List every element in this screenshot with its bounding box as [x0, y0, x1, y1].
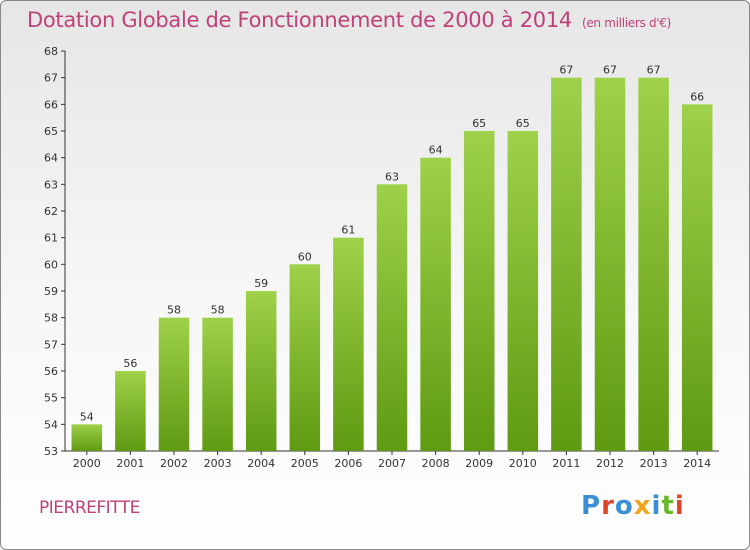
chart-title-text: Dotation Globale de Fonctionnement de 20…	[27, 8, 572, 32]
x-tick-label: 2002	[160, 457, 188, 470]
x-tick-label: 2011	[552, 457, 580, 470]
data-label: 59	[254, 277, 268, 290]
bar	[245, 291, 277, 451]
y-tick-label: 66	[44, 98, 58, 111]
y-tick-label: 61	[44, 232, 58, 245]
x-tick-label: 2012	[596, 457, 624, 470]
bar	[71, 424, 103, 451]
y-tick-label: 58	[44, 312, 58, 325]
y-tick-label: 53	[44, 445, 58, 458]
x-tick-label: 2007	[378, 457, 406, 470]
x-tick-label: 2003	[204, 457, 232, 470]
data-label: 56	[123, 357, 137, 370]
data-label: 61	[341, 224, 355, 237]
y-tick-label: 68	[44, 45, 58, 58]
data-label: 67	[559, 64, 573, 77]
y-tick-label: 63	[44, 178, 58, 191]
data-label: 63	[385, 170, 399, 183]
chart-title: Dotation Globale de Fonctionnement de 20…	[27, 8, 671, 32]
x-tick-label: 2014	[683, 457, 711, 470]
bar	[681, 104, 713, 451]
axes: 53 54 55 56 57 58 59 60 61 62 63 64 65 66 67 68	[44, 45, 719, 458]
bar	[289, 264, 321, 451]
y-tick-label: 55	[44, 392, 58, 405]
y-tick-label: 62	[44, 205, 58, 218]
bar	[158, 317, 190, 451]
bar	[638, 77, 669, 452]
x-tick-label: 2005	[291, 457, 319, 470]
y-tick-label: 59	[44, 285, 58, 298]
x-tick-label: 2009	[465, 457, 493, 470]
x-tick-label: 2010	[509, 457, 537, 470]
x-tick-label: 2013	[640, 457, 668, 470]
chart-subtitle: (en milliers d'€)	[581, 16, 671, 30]
bar	[376, 184, 408, 452]
y-tick-label: 64	[44, 152, 58, 165]
x-tick-label: 2008	[422, 457, 450, 470]
data-label: 65	[516, 117, 530, 130]
labels: 54 2000 56 2001 58 2002 58 2003 59 2004 60 2005 61 20…	[73, 64, 711, 470]
y-tick-label: 67	[44, 72, 58, 85]
data-label: 60	[298, 250, 312, 263]
data-label: 58	[167, 304, 181, 317]
y-tick-label: 54	[44, 418, 58, 431]
bar	[594, 77, 626, 452]
bars	[71, 77, 713, 452]
data-label: 58	[211, 304, 225, 317]
bar	[551, 77, 582, 452]
data-label: 64	[429, 144, 443, 157]
x-tick-label: 2000	[73, 457, 101, 470]
data-label: 54	[80, 410, 94, 423]
data-label: 65	[472, 117, 486, 130]
city-name: PIERREFITTE	[39, 498, 140, 518]
bar	[463, 131, 495, 451]
data-label: 66	[690, 90, 704, 103]
x-tick-label: 2006	[334, 457, 362, 470]
x-tick-label: 2001	[116, 457, 144, 470]
x-tick-label: 2004	[247, 457, 275, 470]
bar	[507, 131, 539, 451]
y-tick-label: 56	[44, 365, 58, 378]
data-label: 67	[647, 64, 661, 77]
data-label: 67	[603, 64, 617, 77]
bar	[333, 237, 364, 451]
y-tick-label: 65	[44, 125, 58, 138]
bar	[202, 317, 233, 451]
y-tick-label: 57	[44, 338, 58, 351]
bar	[420, 157, 451, 451]
y-tick-label: 60	[44, 258, 58, 271]
proxiti-logo[interactable]: Proxiti	[581, 491, 685, 521]
bar	[115, 371, 146, 451]
